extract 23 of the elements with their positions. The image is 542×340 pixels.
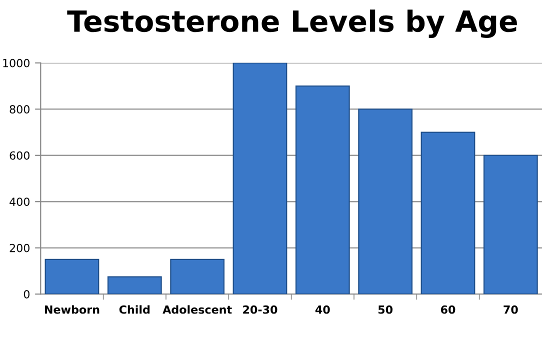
x-tick-label: 50	[378, 305, 393, 314]
y-tick-label: 600	[10, 151, 30, 160]
y-tick-label: 200	[10, 244, 30, 252]
y-tick-label: 800	[10, 105, 30, 114]
x-tick-label: 40	[315, 305, 330, 314]
y-tick-label: 400	[10, 198, 30, 206]
x-tick-label: Child	[119, 305, 150, 314]
bar	[358, 108, 413, 294]
y-tick-label: 0	[24, 290, 30, 298]
bar	[232, 62, 288, 294]
x-tick-label: 20-30	[243, 305, 278, 314]
bar	[107, 276, 162, 294]
bar	[170, 258, 225, 294]
bar	[483, 154, 538, 294]
y-tick-label: 1000	[3, 58, 30, 68]
x-tick-label: 70	[504, 305, 518, 314]
x-tick-label: Newborn	[44, 305, 100, 314]
bar	[295, 85, 350, 294]
x-tick-label: Adolescent	[162, 305, 232, 314]
bar	[44, 258, 100, 294]
bar	[420, 132, 476, 294]
x-tick-label: 60	[440, 305, 456, 314]
chart-title: Testosterone Levels by Age	[67, 10, 517, 38]
